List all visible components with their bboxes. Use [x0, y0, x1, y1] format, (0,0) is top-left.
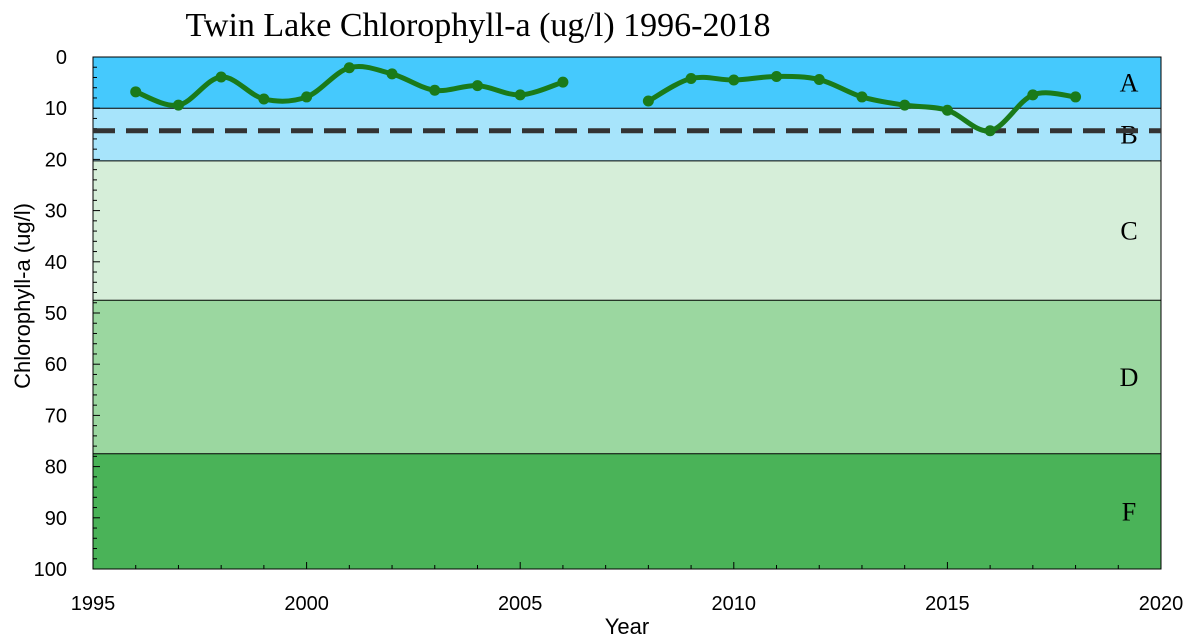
data-point-2016 [984, 125, 996, 137]
plot-frame [92, 56, 1162, 570]
data-point-2014 [899, 99, 911, 111]
grade-bands [93, 57, 1161, 569]
y-tick-label: 20 [45, 149, 67, 171]
y-tick-label: 10 [45, 98, 67, 120]
data-point-2000 [301, 91, 313, 103]
data-point-2004 [471, 80, 483, 92]
data-point-2015 [941, 104, 953, 116]
grade-label-b: B [1120, 121, 1137, 150]
x-tick-label: 2010 [712, 593, 757, 615]
grade-label-f: F [1122, 497, 1136, 526]
y-tick-label: 30 [45, 201, 67, 223]
data-point-2011 [771, 70, 783, 82]
data-point-1997 [172, 99, 184, 111]
data-point-1998 [215, 71, 227, 83]
y-tick-label: 100 [34, 559, 67, 581]
y-tick-label: 60 [45, 354, 67, 376]
y-tick-label: 70 [45, 405, 67, 427]
data-point-2008 [642, 95, 654, 107]
grade-label-c: C [1120, 217, 1137, 246]
data-point-2006 [557, 76, 569, 88]
data-point-2018 [1070, 91, 1082, 103]
grade-band-f [93, 453, 1161, 569]
x-tick-label: 2000 [284, 593, 329, 615]
grade-label-a: A [1120, 69, 1139, 98]
x-tick-label: 2005 [498, 593, 543, 615]
x-tick-label: 2020 [1139, 593, 1184, 615]
grade-band-c [93, 160, 1161, 301]
x-tick-label: 1995 [71, 593, 116, 615]
data-point-2009 [685, 73, 697, 85]
grade-band-a [93, 57, 1161, 109]
x-axis-title: Year [605, 614, 649, 637]
data-point-2013 [856, 91, 868, 103]
x-tick-label: 2015 [925, 593, 970, 615]
y-tick-label: 80 [45, 457, 67, 479]
grade-label-d: D [1120, 363, 1139, 392]
y-tick-label: 90 [45, 508, 67, 530]
data-point-2001 [343, 62, 355, 74]
x-tick-labels: 1995 2000 2005 2010 2015 2020 [71, 593, 1184, 615]
grade-band-b [93, 108, 1161, 161]
y-tick-labels: 0 10 20 30 40 50 60 70 80 90 100 [34, 47, 67, 581]
data-point-2002 [386, 68, 398, 80]
data-point-2005 [514, 89, 526, 101]
data-point-1996 [130, 86, 142, 98]
data-point-2003 [429, 84, 441, 96]
data-point-2017 [1027, 89, 1039, 101]
data-point-1999 [258, 93, 270, 105]
data-point-2010 [728, 74, 740, 86]
data-point-2012 [813, 74, 825, 86]
series-group [130, 62, 1082, 137]
y-tick-label: 0 [56, 47, 67, 69]
chart-title: Twin Lake Chlorophyll-a (ug/l) 1996-2018 [186, 7, 771, 44]
y-tick-label: 50 [45, 303, 67, 325]
grade-band-d [93, 300, 1161, 454]
y-tick-label: 40 [45, 252, 67, 274]
y-axis-title: Chlorophyll-a (ug/l) [10, 203, 35, 389]
grade-band-labels: AB C D F [1120, 69, 1139, 527]
